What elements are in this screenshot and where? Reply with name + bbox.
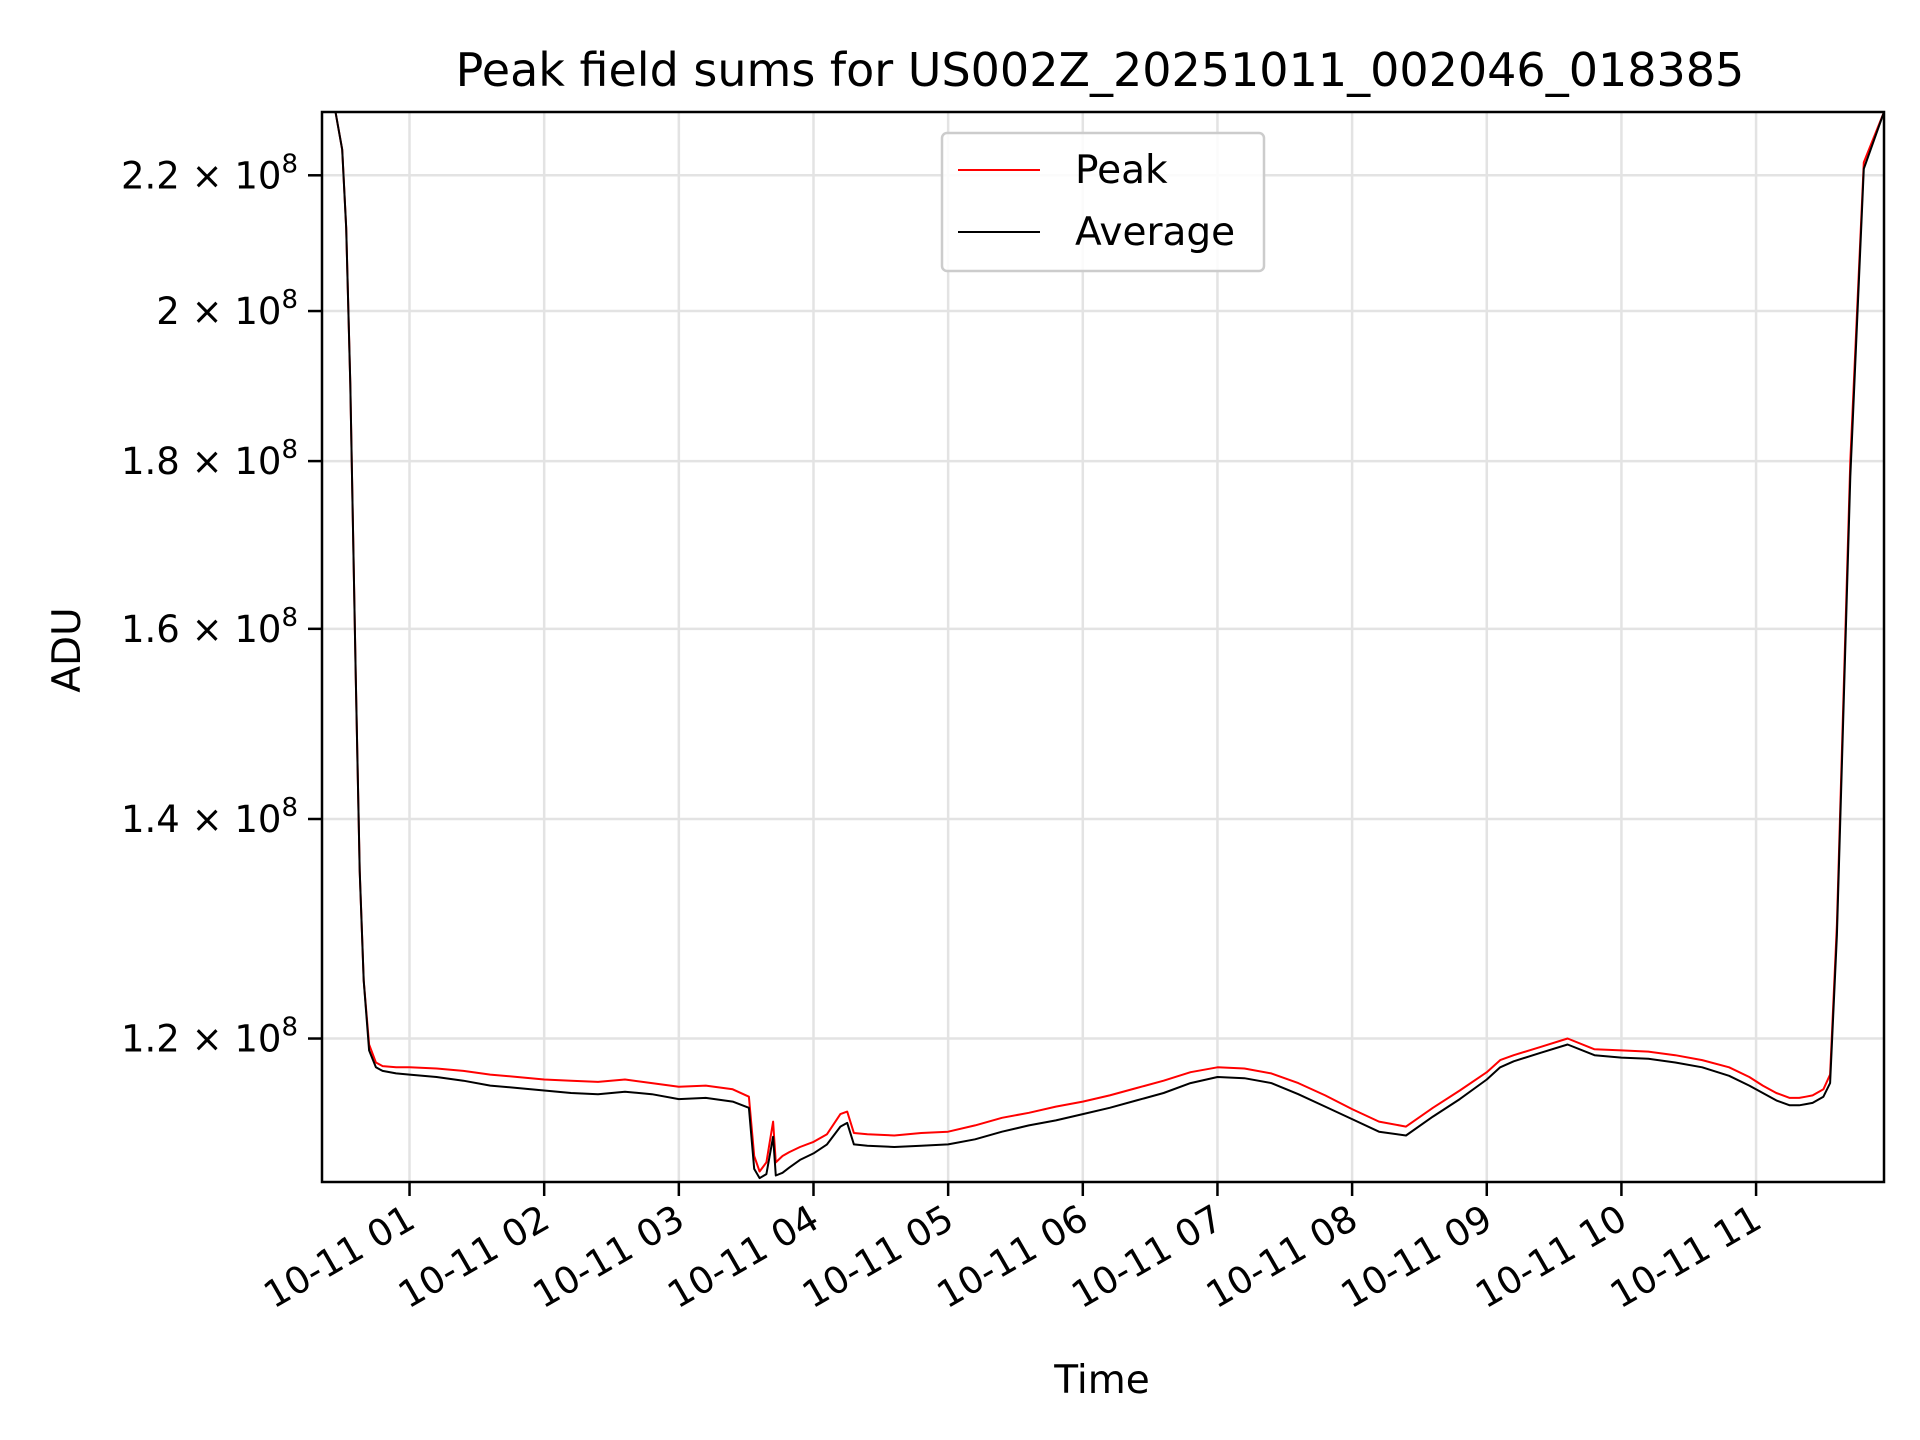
y-tick-mantissa: 1.6 <box>121 608 180 651</box>
y-tick-times: × <box>180 1018 235 1061</box>
y-tick-exponent: 8 <box>281 149 298 179</box>
y-tick-base: 10 <box>234 798 281 841</box>
y-tick-mantissa: 1.8 <box>121 440 180 483</box>
y-tick-label: 2.2 × 108 <box>121 149 298 197</box>
y-tick-exponent: 8 <box>281 793 298 823</box>
chart-title: Peak field sums for US002Z_20251011_0020… <box>456 43 1745 97</box>
y-tick-times: × <box>180 290 235 333</box>
series-line-peak <box>322 111 1885 1173</box>
legend-label-peak: Peak <box>1075 148 1168 193</box>
series-line-average <box>322 111 1885 1180</box>
y-tick-label: 1.4 × 108 <box>121 793 298 841</box>
y-tick-exponent: 8 <box>281 1013 298 1043</box>
grid <box>322 112 1884 1182</box>
y-tick-label: 1.2 × 108 <box>121 1013 298 1061</box>
y-tick-base: 10 <box>234 440 281 483</box>
y-tick-label: 1.6 × 108 <box>121 603 298 651</box>
y-tick-label: 1.8 × 108 <box>121 435 298 483</box>
x-axis-label: Time <box>1053 1358 1149 1403</box>
y-tick-label: 2 × 108 <box>156 285 298 333</box>
y-tick-exponent: 8 <box>281 285 298 315</box>
y-tick-mantissa: 1.2 <box>121 1018 180 1061</box>
legend-label-average: Average <box>1075 210 1235 255</box>
plot-area-frame <box>320 110 1886 1184</box>
y-tick-base: 10 <box>234 290 281 333</box>
y-tick-base: 10 <box>234 608 281 651</box>
series-layer <box>322 111 1885 1180</box>
y-tick-mantissa: 1.4 <box>121 798 180 841</box>
legend-box <box>940 131 1266 273</box>
y-tick-times: × <box>180 440 235 483</box>
y-tick-times: × <box>180 154 235 197</box>
y-tick-mantissa: 2.2 <box>121 154 180 197</box>
y-tick-exponent: 8 <box>281 435 298 465</box>
y-tick-exponent: 8 <box>281 603 298 633</box>
y-tick-base: 10 <box>234 154 281 197</box>
y-tick-mantissa: 2 <box>156 290 180 333</box>
y-tick-times: × <box>180 798 235 841</box>
y-tick-times: × <box>180 608 235 651</box>
legend: Peak Average <box>940 131 1266 273</box>
y-tick-base: 10 <box>234 1018 281 1061</box>
y-axis-label: ADU <box>45 607 90 692</box>
